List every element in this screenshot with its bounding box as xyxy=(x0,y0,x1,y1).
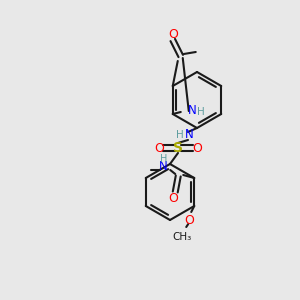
Text: O: O xyxy=(154,142,164,154)
Text: H: H xyxy=(176,130,184,140)
Text: S: S xyxy=(173,141,183,155)
Text: O: O xyxy=(192,142,202,154)
Text: N: N xyxy=(184,128,194,142)
Text: CH₃: CH₃ xyxy=(172,232,192,242)
Text: O: O xyxy=(168,193,178,206)
Text: N: N xyxy=(188,104,196,118)
Text: H: H xyxy=(160,154,167,164)
Text: O: O xyxy=(168,28,178,40)
Text: O: O xyxy=(184,214,194,226)
Text: N: N xyxy=(159,160,168,173)
Text: H: H xyxy=(197,107,205,117)
